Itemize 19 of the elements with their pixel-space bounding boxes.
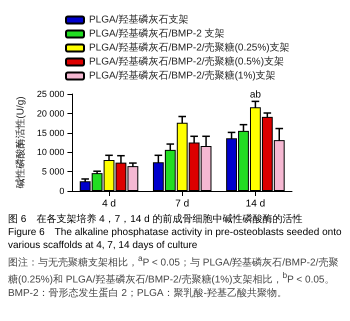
y-tick-label: 5 000	[42, 166, 64, 177]
annotation: ab	[250, 89, 262, 100]
x-tick-label: 7 d	[175, 198, 190, 210]
x-tick-label: 4 d	[102, 198, 116, 210]
text: Figure 6 The alkaline phosphatase activity in pre-osteoblasts seeded onto various scaffolds at 4, 7, 14 days of culture	[8, 226, 342, 252]
text: 图 6 在各支架培养 4，7，14 d 的前成骨细胞中碱性磷酸酶的活性	[8, 213, 304, 226]
text: 图注：与无壳聚糖支架相比，$^{a}$P < 0.05；与 PLGA/羟基磷灰石/BMP-2/壳聚糖(0.25%)和 PLGA/羟基磷灰石/BMP-2/壳聚糖(1%)支架相比，$^{b}$P < 0.05。BMP-2：骨形态发生蛋白 2；PLGA：聚乳酸-羟基乙酸共聚物。	[8, 252, 340, 300]
legend-label: PLGA/羟基磷灰石/BMP-2/壳聚糖(1%)支架	[89, 70, 276, 82]
y-axis-title: 碱性磷酸酶活性(U/g)	[14, 96, 26, 189]
legend-label: PLGA/羟基磷灰石/BMP-2/壳聚糖(0.25%)支架	[89, 42, 290, 54]
legend-label: PLGA/羟基磷灰石/BMP-2/壳聚糖(0.5%)支架	[89, 56, 284, 68]
y-tick-label: 10 000	[36, 147, 64, 158]
y-tick-label: 25 000	[36, 89, 64, 99]
x-tick-label: 14 d	[246, 198, 266, 210]
y-tick-label: 15 000	[36, 128, 64, 138]
legend-label: PLGA/羟基磷灰石/BMP-2 支架	[89, 28, 225, 40]
legend-label: PLGA/羟基磷灰石支架	[89, 14, 188, 26]
y-tick-label: 20 000	[36, 108, 64, 118]
y-tick-label: 0	[59, 186, 64, 196]
